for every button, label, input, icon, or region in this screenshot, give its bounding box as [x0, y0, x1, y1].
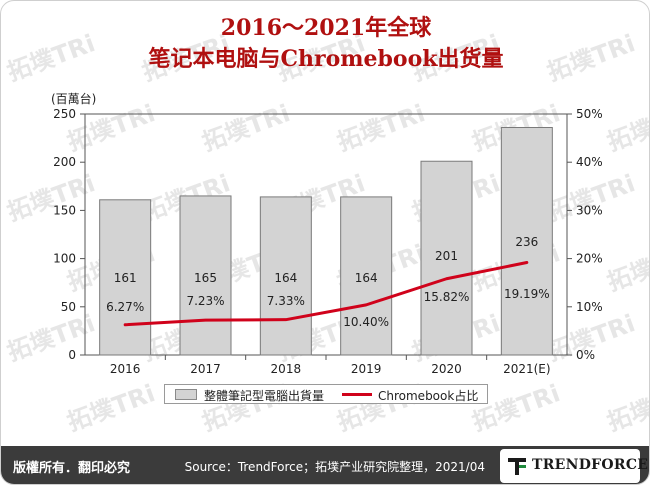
bar-data-label: 164 [355, 271, 378, 285]
chart-area: 0 50 100 150 200 250(百萬台) 0% 10% 20% 30% 40% 50% 201… [51, 91, 603, 376]
legend: 整體筆記型電腦出貨量 Chromebook占比 [164, 384, 488, 404]
bar-data-label: 161 [114, 271, 137, 285]
bar [259, 196, 312, 356]
series-line-chromebook [123, 261, 529, 327]
source-text: Source：TrendForce；拓墣产业研究院整理，2021/04 [184, 460, 485, 474]
line-data-label: 15.82% [424, 290, 470, 304]
trendforce-logo-icon [508, 458, 526, 475]
footer-bar: 版權所有．翻印必究 Source：TrendForce；拓墣产业研究院整理，20… [1, 446, 649, 484]
bar [179, 195, 232, 356]
legend-bar-swatch [175, 389, 197, 400]
line-data-label: 7.33% [267, 294, 305, 308]
y-left-tick-label: 50 [61, 300, 76, 314]
bar-data-label: 164 [274, 271, 297, 285]
y-right-tick-label: 20% [576, 252, 603, 266]
trendforce-logo: TRENDFORCE [500, 449, 648, 483]
y-right-tick-label: 40% [576, 155, 603, 169]
bar-data-label: 236 [515, 235, 538, 249]
bar [340, 196, 393, 356]
y-left-tick-label: 200 [53, 155, 76, 169]
logo-text: TRENDFORCE [532, 457, 649, 473]
plot-border [84, 113, 568, 356]
line-data-label: 6.27% [106, 300, 144, 314]
y-left-tick-label: 150 [53, 203, 76, 217]
legend-bar-label: 整體筆記型電腦出貨量 [204, 389, 325, 403]
line-data-label: 7.23% [186, 294, 224, 308]
chart-title-line-2: 笔记本电脑与Chromebook出货量 [148, 46, 504, 72]
y-left-tick-label: 0 [68, 348, 76, 362]
y-left-unit: (百萬台) [51, 91, 96, 106]
x-tick-label: 2018 [271, 362, 302, 376]
y-right-tick-label: 0% [576, 348, 595, 362]
bar [99, 199, 152, 356]
y-left-tick-label: 250 [53, 107, 76, 121]
line-data-label: 19.19% [504, 287, 550, 301]
bar-data-label: 165 [194, 271, 217, 285]
x-tick-label: 2021(E) [503, 362, 550, 376]
bar-data-label: 201 [435, 249, 458, 263]
x-tick-label: 2016 [110, 362, 141, 376]
copyright-text: 版權所有．翻印必究 [13, 461, 131, 476]
chart-title-line-1: 2016～2021年全球 [220, 15, 432, 41]
x-tick-label: 2019 [351, 362, 382, 376]
y-right-tick-label: 10% [576, 300, 603, 314]
line-data-label: 10.40% [343, 315, 389, 329]
y-left-tick-label: 100 [53, 252, 76, 266]
bar [420, 160, 473, 356]
bar [500, 126, 553, 356]
x-tick-label: 2020 [431, 362, 462, 376]
legend-line-label: Chromebook占比 [378, 389, 479, 403]
y-right-tick-label: 50% [576, 107, 603, 121]
legend-line-swatch [342, 393, 372, 396]
x-tick-label: 2017 [190, 362, 221, 376]
y-right-tick-label: 30% [576, 203, 603, 217]
